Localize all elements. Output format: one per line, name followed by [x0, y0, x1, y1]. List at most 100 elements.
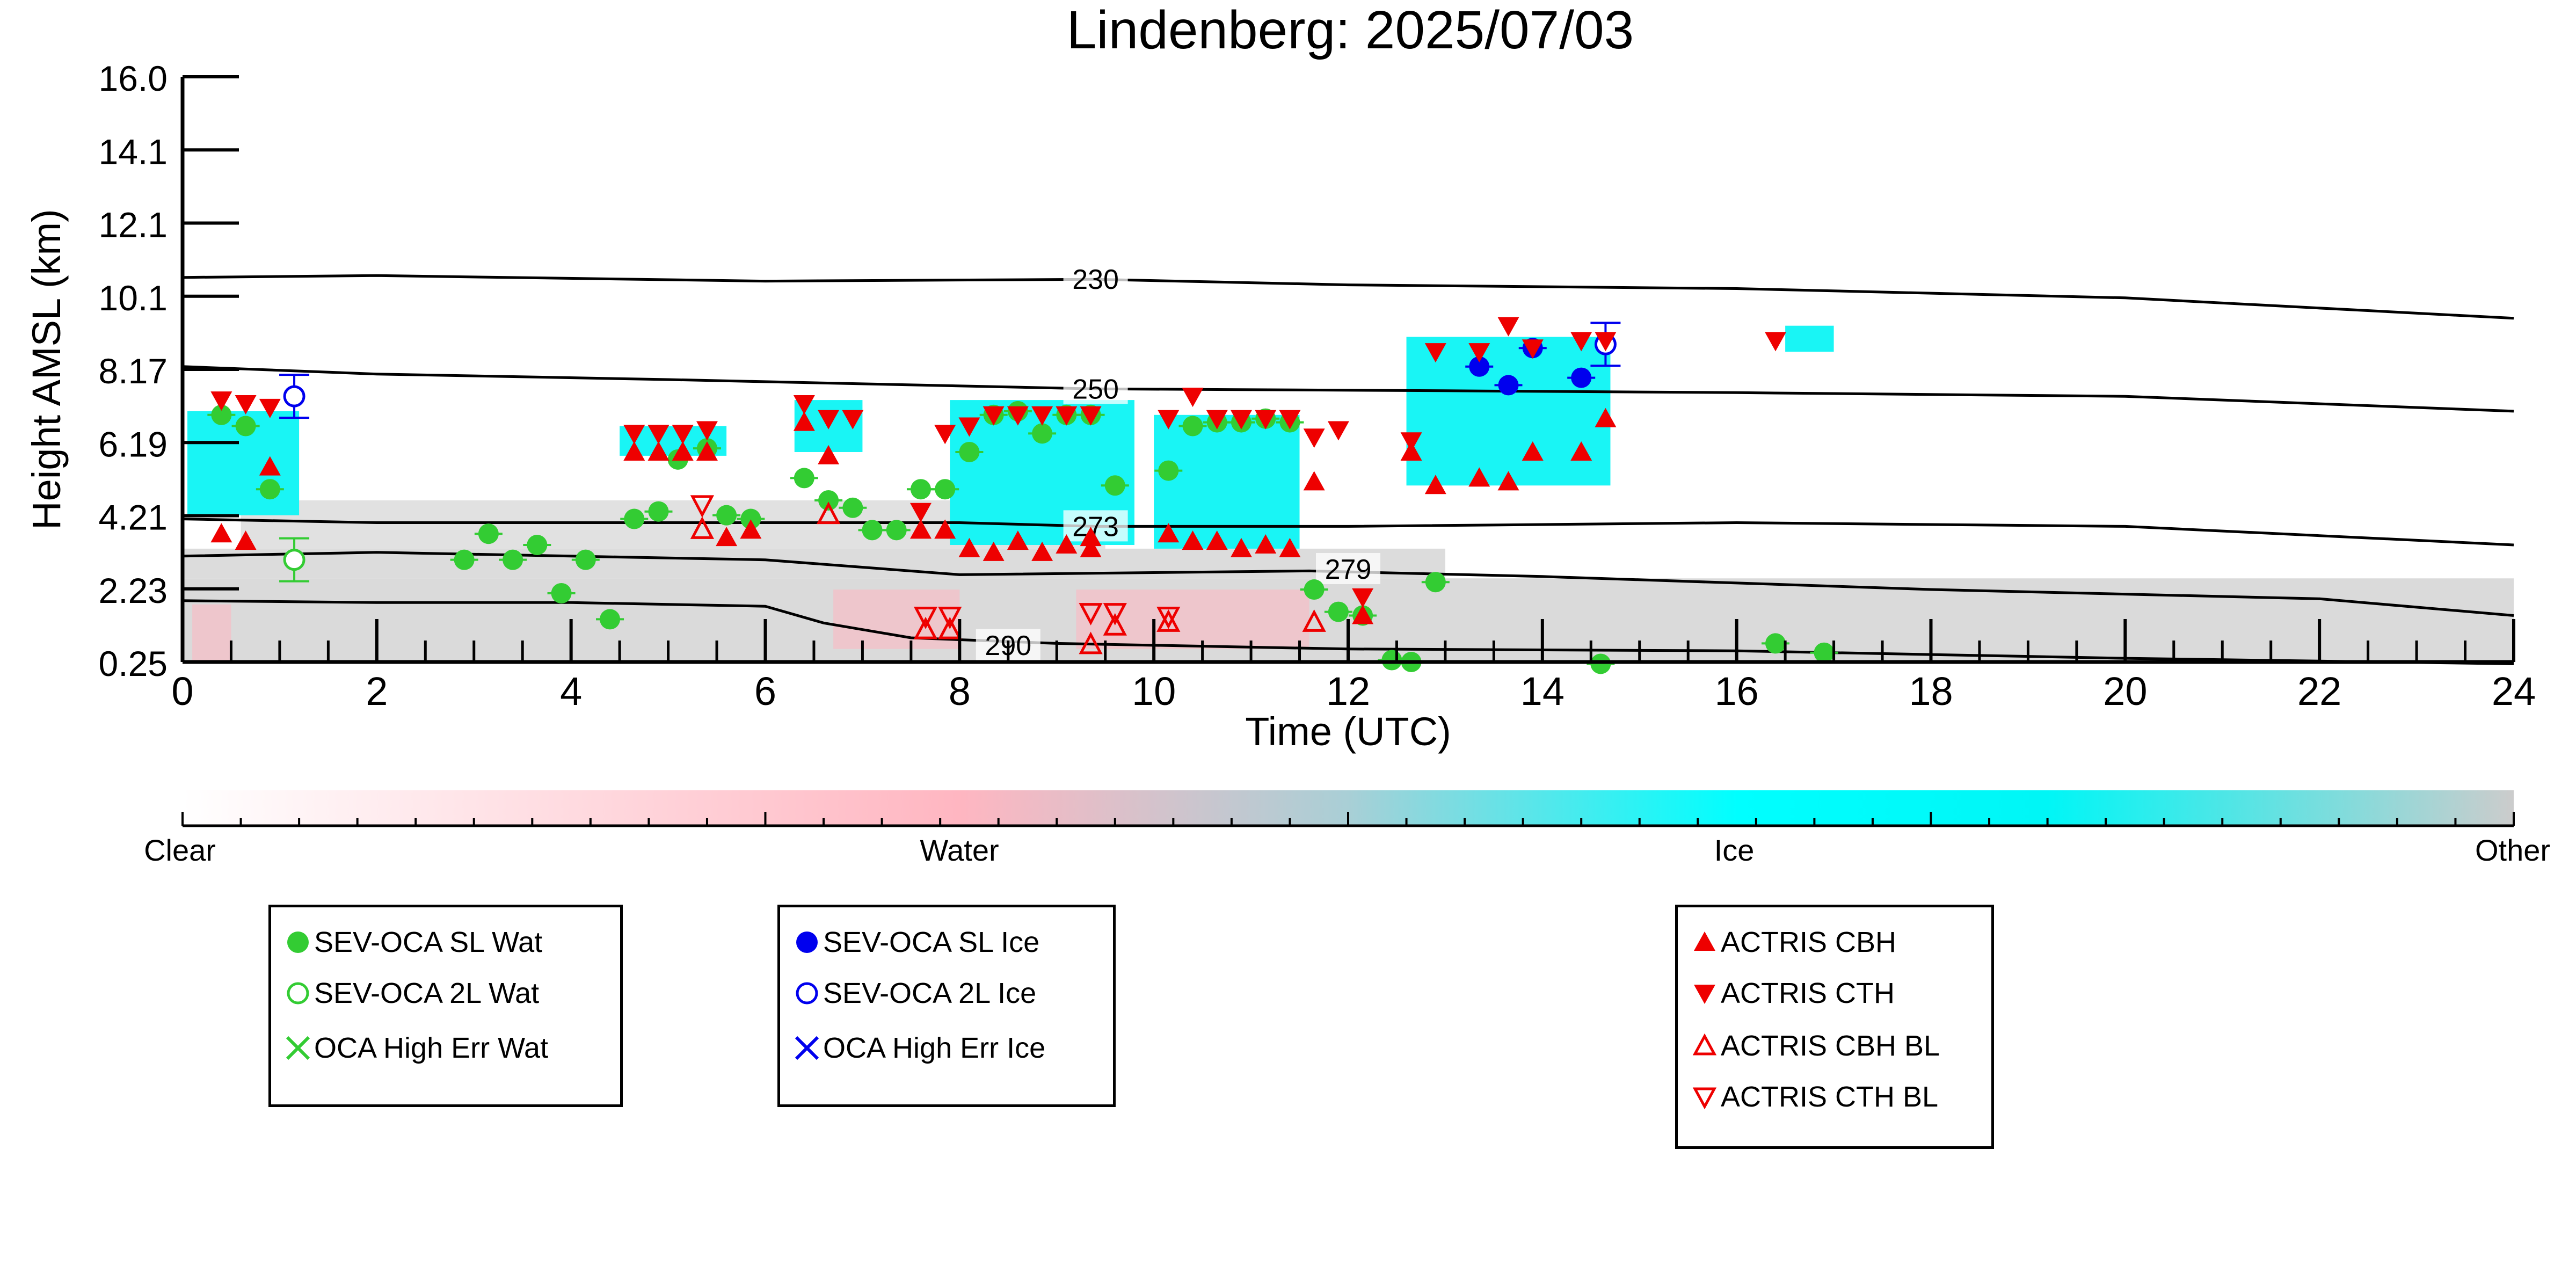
actris-cth-marker: [1424, 343, 1446, 363]
legend-label: OCA High Err Wat: [314, 1032, 549, 1064]
x-ticks: 0 2 4 6 8 10 12 14 16 18 20 22 24: [171, 619, 2536, 714]
isotherm-label-230: 230: [1072, 264, 1119, 295]
sev-oca-sl-wat-marker: [503, 549, 523, 570]
x-tick-label: 8: [949, 669, 971, 714]
filled-circle-icon: [282, 921, 314, 964]
sev-oca-sl-wat-marker: [794, 468, 814, 489]
actris-cbh-bl-marker: [1103, 613, 1127, 636]
actris-cth-marker: [1279, 410, 1301, 430]
actris-cth-marker: [1206, 410, 1228, 430]
legend-label: SEV-OCA 2L Ice: [823, 977, 1037, 1009]
actris-cth-marker: [647, 425, 670, 445]
x-tick-label: 18: [1909, 669, 1953, 714]
actris-cbh-marker: [1080, 537, 1102, 557]
actris-cth-marker: [210, 391, 232, 411]
actris-cbh-marker: [740, 519, 762, 539]
actris-cth-marker: [1595, 332, 1617, 352]
actris-cbh-bl-marker: [913, 616, 938, 639]
actris-cth-marker: [1765, 332, 1787, 352]
legend-label: ACTRIS CBH BL: [1721, 1030, 1940, 1062]
actris-cbh-marker: [1206, 530, 1228, 550]
actris-cth-marker: [1056, 406, 1078, 426]
actris-cbh-marker: [1230, 537, 1252, 557]
actris-cth-marker: [1303, 428, 1325, 448]
actris-cbh-marker: [958, 537, 980, 557]
x-tick-label: 10: [1132, 669, 1176, 714]
actris-cbh-marker: [1080, 527, 1102, 547]
actris-cth-bl-marker: [1156, 606, 1181, 629]
x-tick-label: 0: [171, 669, 193, 714]
legend-ice: SEV-OCA SL Ice SEV-OCA 2L Ice OCA High E…: [777, 905, 1116, 1107]
x-tick-label: 6: [754, 669, 776, 714]
sev-oca-sl-ice-marker: [1571, 367, 1592, 388]
isotherm-line-290: [182, 599, 2514, 665]
open-triangle-up-icon: [1689, 1024, 1721, 1067]
actris-cth-bl-marker: [1103, 603, 1127, 625]
legend-item-sev-oca-2l-ice: SEV-OCA 2L Ice: [780, 972, 1036, 1015]
actris-cbh-marker: [983, 541, 1005, 561]
isotherm-label-279: 279: [1325, 554, 1372, 585]
actris-cbh-marker: [1031, 541, 1053, 561]
legend-item-oca-high-err-ice: OCA High Err Ice: [780, 1027, 1045, 1069]
actris-cbh-marker: [672, 441, 694, 461]
sev-oca-sl-wat-marker: [862, 520, 883, 541]
actris-cbh-marker: [696, 441, 718, 461]
isotherm-label-250: 250: [1072, 374, 1119, 405]
x-marker-icon: [282, 1027, 314, 1069]
y-axis-label: Height AMSL (km): [24, 209, 69, 530]
actris-cbh-bl-marker: [1079, 631, 1103, 654]
chart-title: Lindenberg: 2025/07/03: [1067, 0, 1634, 60]
actris-cbh-marker: [1279, 537, 1301, 557]
legend-water: SEV-OCA SL Wat SEV-OCA 2L Wat OCA High E…: [268, 905, 623, 1107]
x-tick-label: 14: [1520, 669, 1564, 714]
actris-cth-marker: [1230, 410, 1252, 430]
actris-cth-marker: [1400, 432, 1422, 452]
sev-oca-sl-wat-marker: [1104, 475, 1125, 496]
colorbar-label-ice: Ice: [1714, 833, 1755, 867]
actris-cth-marker: [623, 425, 645, 445]
x-tick-label: 20: [2103, 669, 2147, 714]
actris-cbh-marker: [1007, 530, 1029, 550]
triangle-down-icon: [1689, 972, 1721, 1015]
actris-cth-marker: [934, 425, 956, 445]
sev-oca-sl-wat-marker: [211, 404, 232, 425]
actris-cbh-marker: [934, 519, 956, 539]
legend-item-oca-high-err-wat: OCA High Err Wat: [271, 1027, 548, 1069]
sev-oca-sl-wat-marker: [818, 490, 839, 511]
x-tick-label: 4: [560, 669, 582, 714]
actris-cth-marker: [1468, 343, 1490, 363]
actris-cth-marker: [1080, 406, 1102, 426]
colorbar: Clear Water Ice Other: [144, 790, 2550, 867]
actris-cbh-marker: [716, 527, 738, 547]
sev-oca-sl-wat-marker: [842, 497, 863, 518]
sev-oca-sl-wat-marker: [454, 549, 475, 570]
actris-cbh-bl-marker: [1302, 609, 1326, 632]
actris-cbh-marker: [647, 441, 670, 461]
actris-cbh-marker: [818, 445, 840, 464]
actris-cth-marker: [818, 410, 840, 430]
actris-cth-bl-marker: [938, 606, 962, 629]
open-triangle-down-icon: [1689, 1075, 1721, 1118]
sev-oca-sl-wat-marker: [1425, 572, 1446, 593]
sev-oca-sl-wat-marker: [740, 508, 761, 529]
actris-cth-marker: [1327, 421, 1349, 441]
cloud-ice-region: [1785, 325, 1834, 352]
colorbar-ticks: [181, 812, 2515, 826]
legend-item-actris-cbh-bl: ACTRIS CBH BL: [1678, 1024, 1940, 1067]
y-tick-label: 0.25: [99, 644, 168, 683]
actris-cbh-marker: [1056, 534, 1078, 554]
sev-oca-2l-wat-marker: [283, 549, 305, 571]
x-axis-label: Time (UTC): [1245, 709, 1451, 754]
sev-oca-sl-wat-marker: [624, 508, 645, 529]
sev-oca-sl-ice-marker: [1469, 356, 1490, 377]
legend-label: ACTRIS CTH BL: [1721, 1081, 1939, 1113]
sev-oca-sl-wat-marker: [1304, 579, 1325, 600]
sev-oca-sl-wat-marker: [648, 501, 669, 522]
sev-oca-sl-wat-marker: [1182, 416, 1203, 436]
actris-cbh-marker: [1570, 441, 1592, 461]
legend-label: SEV-OCA SL Wat: [314, 926, 543, 958]
y-tick-label: 4.21: [99, 498, 168, 537]
x-tick-label: 12: [1326, 669, 1370, 714]
legend-actris: ACTRIS CBH ACTRIS CTH ACTRIS CBH BL ACTR…: [1675, 905, 1994, 1149]
